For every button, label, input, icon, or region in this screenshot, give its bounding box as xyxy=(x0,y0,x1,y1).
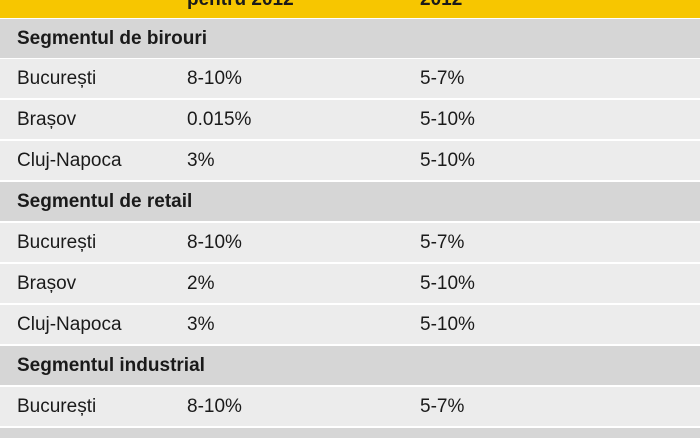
table-row: București 8-10% 5-7% xyxy=(0,386,700,426)
value-cell: 5-7% xyxy=(420,232,465,253)
value-cell: 2% xyxy=(187,273,215,294)
section-row-retail: Segmentul de retail xyxy=(0,181,700,221)
city-cell: Cluj-Napoca xyxy=(17,150,122,171)
section-row-industrial: Segmentul industrial xyxy=(0,345,700,385)
section-row-offices: Segmentul de birouri xyxy=(0,18,700,58)
table-row: București 8-10% 5-7% xyxy=(0,58,700,98)
value-cell: 5-7% xyxy=(420,396,465,417)
header-col-2: pentru 2012 xyxy=(187,0,294,11)
value-cell: 8-10% xyxy=(187,232,242,253)
city-cell: Cluj-Napoca xyxy=(17,314,122,335)
city-cell: București xyxy=(17,68,97,89)
value-cell: 5-10% xyxy=(420,314,475,335)
table-row: București 8-10% 5-7% xyxy=(0,222,700,262)
value-cell: 5-10% xyxy=(420,150,475,171)
value-cell: 0.015% xyxy=(187,109,252,130)
table-row: Brașov 0.015% 5-10% xyxy=(0,99,700,139)
city-cell: București xyxy=(17,396,97,417)
table-row: Brașov 2% 5-10% xyxy=(0,263,700,303)
section-title: Segmentul industrial xyxy=(17,355,205,376)
table-row: Cluj-Napoca 3% 5-10% xyxy=(0,304,700,344)
header-col-3: 2012 xyxy=(420,0,462,11)
value-cell: 3% xyxy=(187,150,215,171)
value-cell: 8-10% xyxy=(187,396,242,417)
table-row-cut-off xyxy=(0,427,700,438)
city-cell: Brașov xyxy=(17,109,77,130)
city-cell: Brașov xyxy=(17,273,77,294)
value-cell: 3% xyxy=(187,314,215,335)
table-row: Cluj-Napoca 3% 5-10% xyxy=(0,140,700,180)
value-cell: 5-10% xyxy=(420,273,475,294)
value-cell: 5-7% xyxy=(420,68,465,89)
value-cell: 8-10% xyxy=(187,68,242,89)
section-title: Segmentul de birouri xyxy=(17,28,208,49)
table-header: pentru 2012 2012 xyxy=(0,0,700,18)
value-cell: 5-10% xyxy=(420,109,475,130)
section-title: Segmentul de retail xyxy=(17,191,193,212)
city-cell: București xyxy=(17,232,97,253)
